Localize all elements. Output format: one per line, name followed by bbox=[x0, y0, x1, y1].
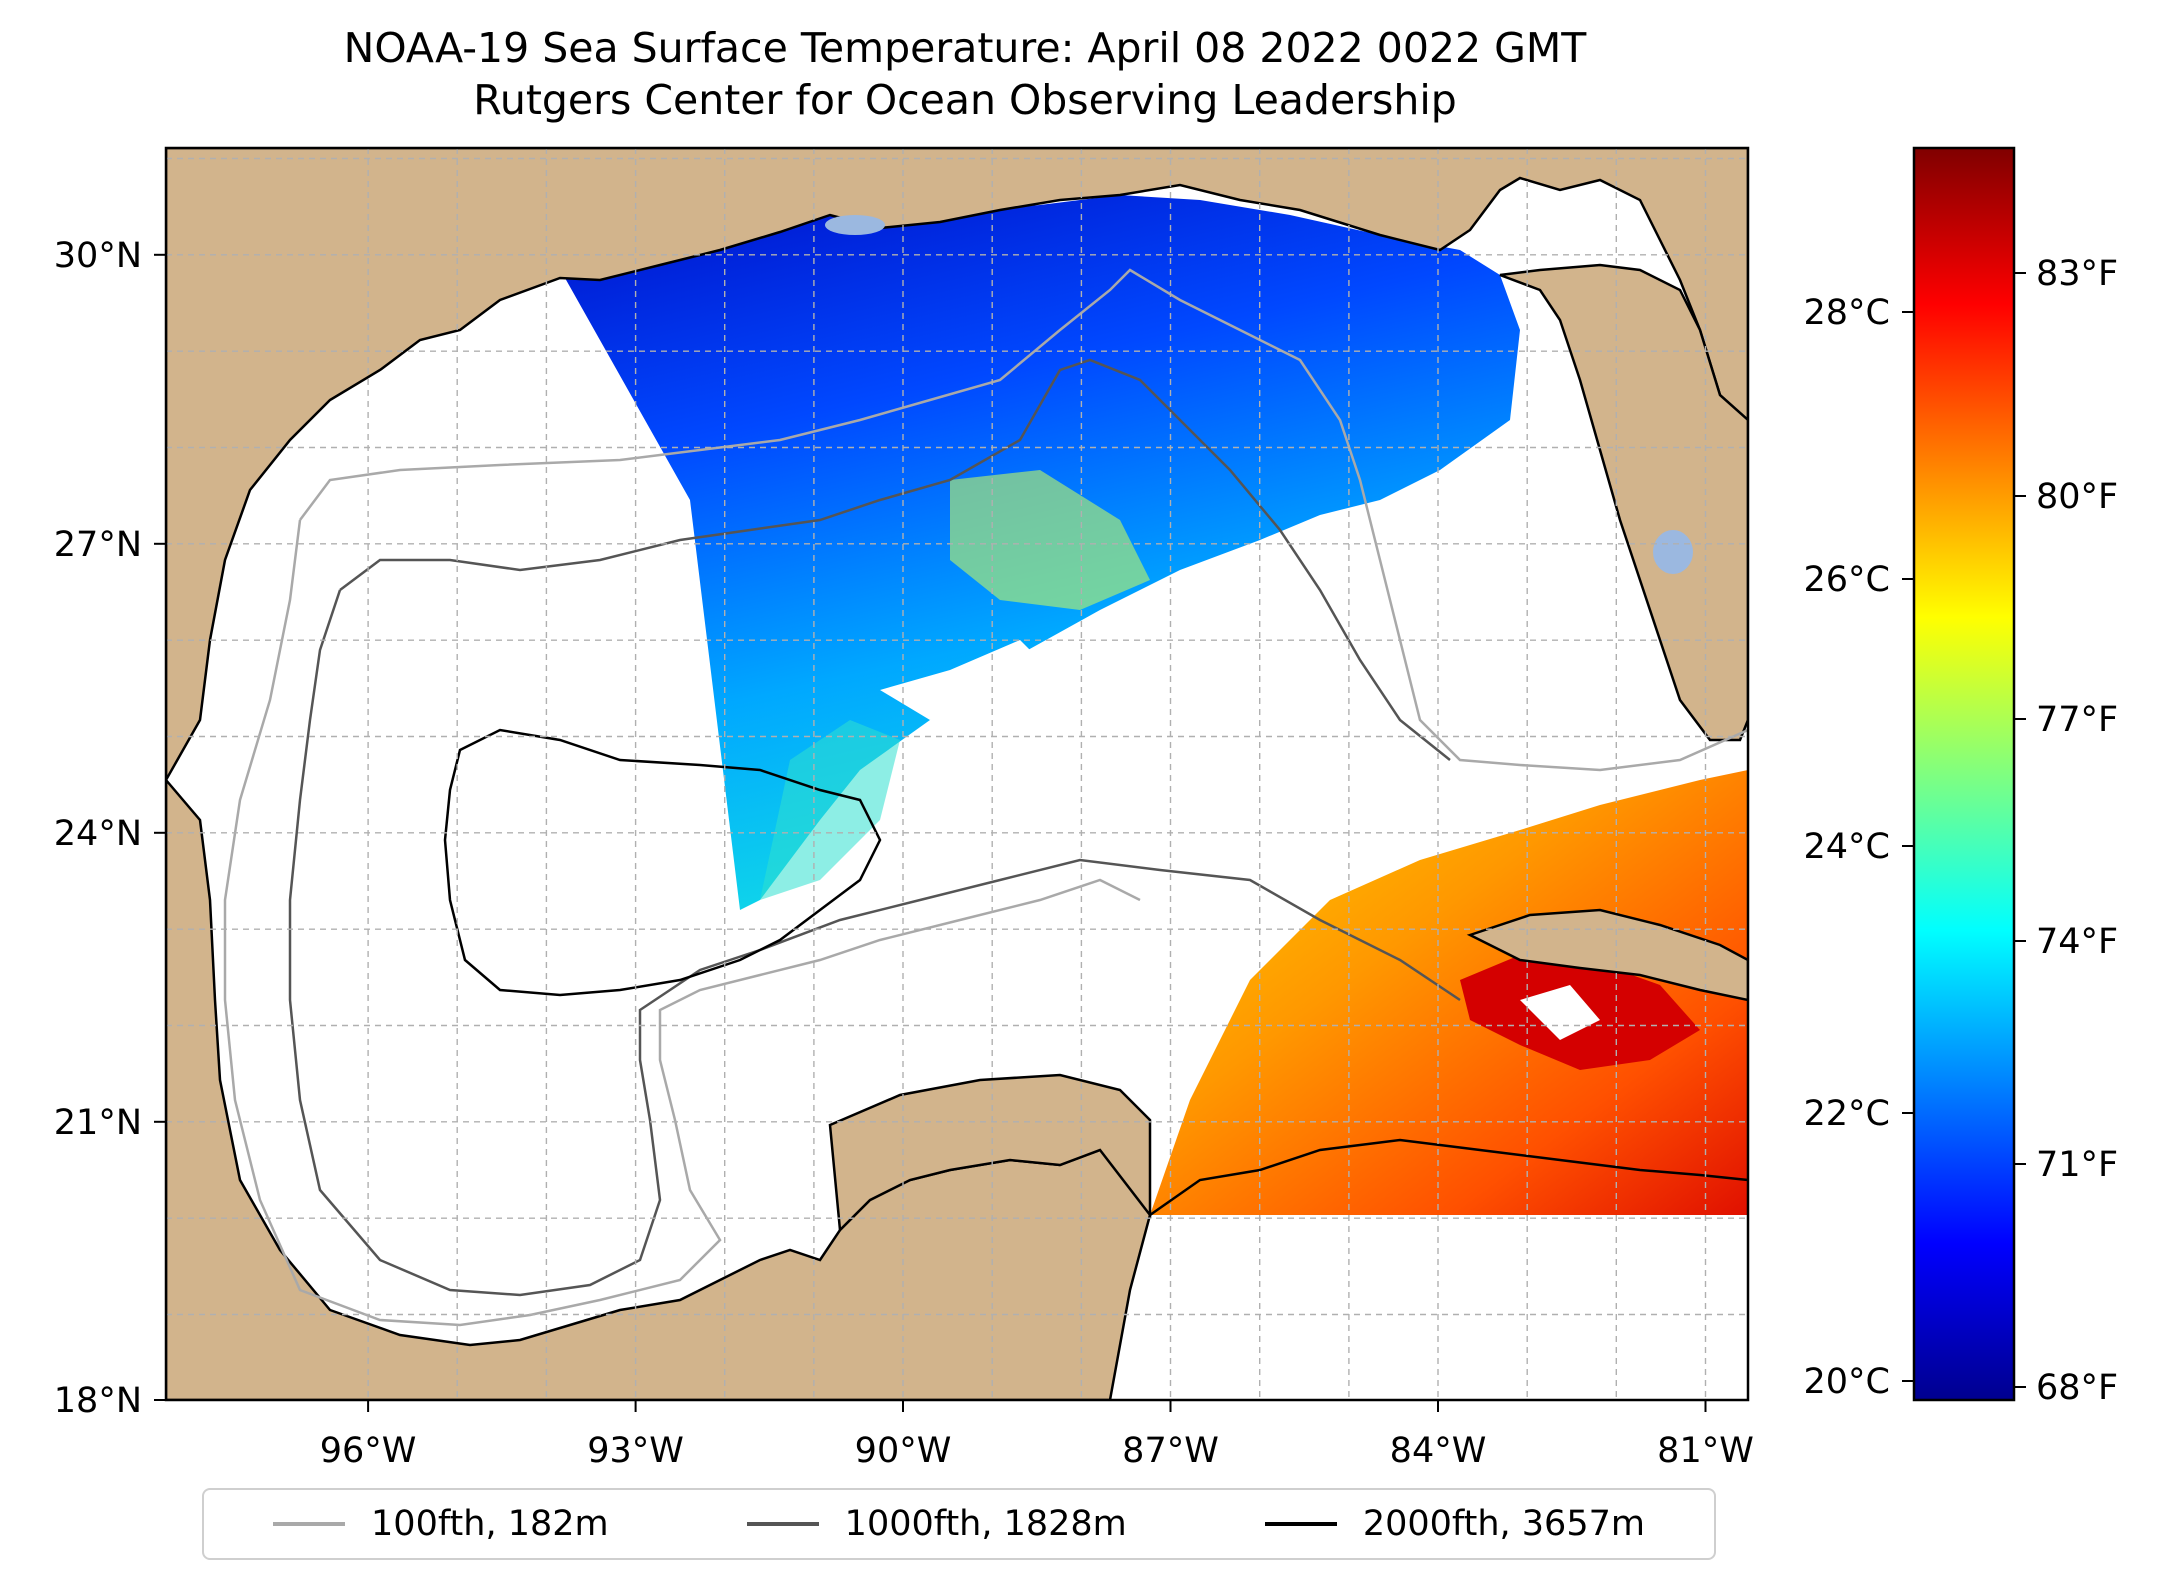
colorbar bbox=[1912, 146, 2016, 1402]
map-frame bbox=[164, 146, 1750, 1402]
lat-tick-label: 24°N bbox=[54, 814, 142, 854]
legend-item-1000fth: 1000fth, 1828m bbox=[746, 1504, 1127, 1544]
lon-tick-label: 87°W bbox=[1122, 1431, 1219, 1471]
legend-line-swatch bbox=[273, 1522, 346, 1526]
legend-line-swatch bbox=[746, 1522, 819, 1526]
lat-tick-label: 18°N bbox=[54, 1381, 142, 1421]
contour-legend: 100fth, 182m 1000fth, 1828m 2000fth, 365… bbox=[202, 1488, 1716, 1560]
fahrenheit-tick-label: 71°F bbox=[2036, 1145, 2118, 1185]
lon-tick-label: 81°W bbox=[1657, 1431, 1754, 1471]
legend-line-swatch bbox=[1264, 1522, 1337, 1526]
latitude-labels: 18°N 21°N 24°N 27°N 30°N bbox=[54, 236, 142, 1421]
cuba-island bbox=[1466, 908, 1748, 1002]
lon-tick-label: 90°W bbox=[855, 1431, 952, 1471]
lakes bbox=[825, 215, 1693, 574]
sst-cloud-gaps bbox=[880, 640, 1600, 1040]
title-line-1: NOAA-19 Sea Surface Temperature: April 0… bbox=[343, 24, 1587, 72]
fahrenheit-tick-label: 80°F bbox=[2036, 477, 2118, 517]
celsius-tick-label: 20°C bbox=[1804, 1362, 1890, 1402]
no-data-region bbox=[1100, 1215, 1748, 1400]
lat-tick-label: 21°N bbox=[54, 1103, 142, 1143]
colorbar-ticks bbox=[1902, 272, 2026, 1388]
fahrenheit-tick-label: 68°F bbox=[2036, 1368, 2118, 1408]
yucatan-peninsula bbox=[828, 1073, 1152, 1233]
lake-okeechobee bbox=[1653, 530, 1693, 574]
fahrenheit-tick-label: 83°F bbox=[2036, 254, 2118, 294]
legend-label: 2000fth, 3657m bbox=[1362, 1504, 1645, 1544]
celsius-tick-label: 26°C bbox=[1804, 560, 1890, 600]
lake-pontchartrain bbox=[825, 215, 885, 235]
legend-label: 100fth, 182m bbox=[371, 1504, 609, 1544]
chart-title: NOAA-19 Sea Surface Temperature: April 0… bbox=[0, 22, 1930, 126]
bathymetry-contours bbox=[223, 268, 1748, 1327]
fahrenheit-tick-label: 77°F bbox=[2036, 700, 2118, 740]
legend-label: 1000fth, 1828m bbox=[844, 1504, 1127, 1544]
legend-item-100fth: 100fth, 182m bbox=[273, 1504, 609, 1544]
fahrenheit-tick-label: 74°F bbox=[2036, 922, 2118, 962]
lon-tick-label: 93°W bbox=[587, 1431, 684, 1471]
lat-tick-label: 30°N bbox=[54, 236, 142, 276]
colorbar-fahrenheit-labels: 68°F 71°F 74°F 77°F 80°F 83°F bbox=[2036, 254, 2118, 1408]
contour-100fth bbox=[223, 268, 1748, 1327]
sst-warm-tongue bbox=[950, 470, 1150, 610]
lat-tick-label: 27°N bbox=[54, 525, 142, 565]
title-line-2: Rutgers Center for Ocean Observing Leade… bbox=[473, 76, 1457, 124]
legend-item-2000fth: 2000fth, 3657m bbox=[1264, 1504, 1645, 1544]
lon-tick-label: 96°W bbox=[320, 1431, 417, 1471]
lon-tick-label: 84°W bbox=[1390, 1431, 1487, 1471]
colorbar-celsius-labels: 20°C 22°C 24°C 26°C 28°C bbox=[1804, 293, 1890, 1402]
celsius-tick-label: 28°C bbox=[1804, 293, 1890, 333]
celsius-tick-label: 24°C bbox=[1804, 827, 1890, 867]
axis-ticks bbox=[154, 253, 1707, 1412]
us-gulf-coast bbox=[166, 148, 1748, 783]
longitude-labels: 96°W 93°W 90°W 87°W 84°W 81°W bbox=[320, 1431, 1754, 1471]
land bbox=[166, 148, 1748, 1400]
celsius-tick-label: 22°C bbox=[1804, 1094, 1890, 1134]
sst-cyan-band bbox=[760, 720, 900, 900]
